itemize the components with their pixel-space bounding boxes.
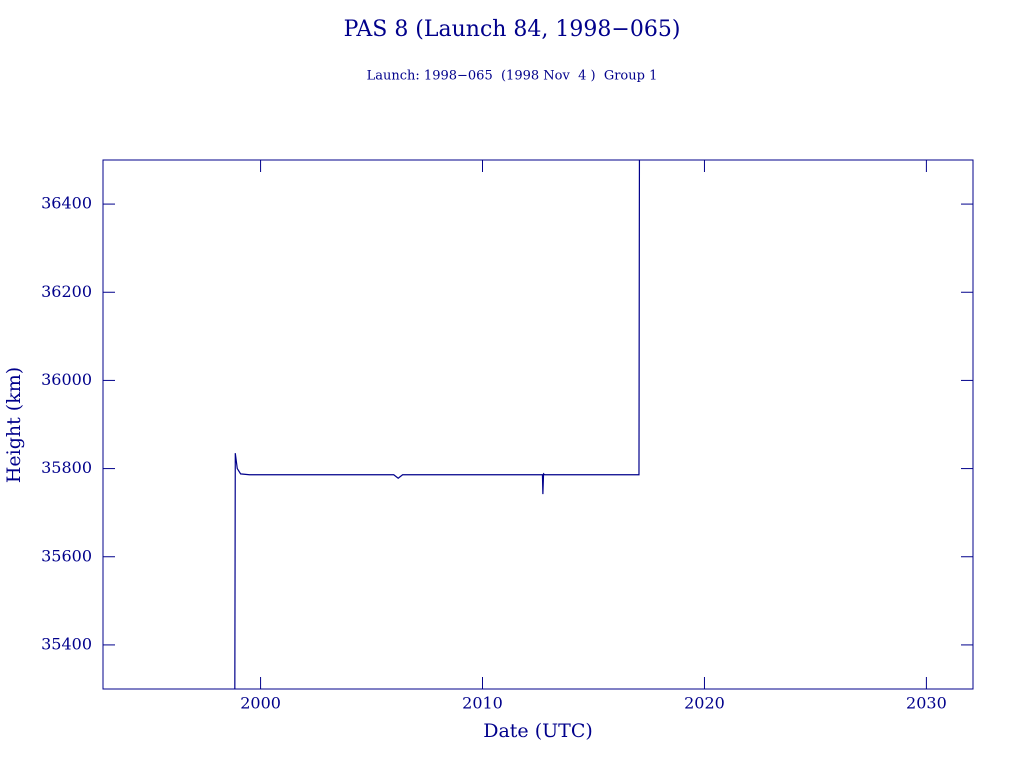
data-line — [234, 159, 641, 690]
plot-frame — [102, 159, 974, 690]
y-tick-label: 36200 — [41, 282, 92, 301]
y-tick-label: 36000 — [41, 370, 92, 389]
y-tick-label: 36400 — [41, 194, 92, 213]
x-tick-label: 2030 — [906, 694, 947, 713]
chart-subtitle: Launch: 1998−065 (1998 Nov 4 ) Group 1 — [367, 69, 658, 84]
x-tick-label: 2020 — [684, 694, 725, 713]
y-tick-label: 35400 — [41, 634, 92, 653]
chart-title: PAS 8 (Launch 84, 1998−065) — [344, 17, 681, 42]
y-axis-label: Height (km) — [3, 367, 25, 483]
x-axis-label: Date (UTC) — [483, 720, 593, 742]
y-tick-label: 35800 — [41, 458, 92, 477]
y-tick-label: 35600 — [41, 546, 92, 565]
x-tick-label: 2010 — [462, 694, 503, 713]
x-tick-label: 2000 — [240, 694, 281, 713]
